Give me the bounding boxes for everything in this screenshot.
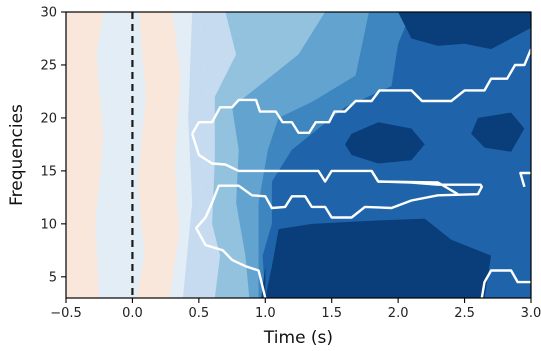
y-tick-label: 10 — [40, 217, 57, 232]
heatmap-region-level-6-2 — [345, 122, 425, 164]
y-tick-label: 20 — [40, 111, 57, 126]
y-axis-title: Frequencies — [7, 104, 27, 206]
x-tick-label: 3.0 — [521, 306, 541, 321]
heatmap-region-level-6-3 — [471, 112, 525, 152]
significance-contours — [191, 48, 531, 298]
x-axis: −0.5 0.0 0.5 1.0 1.5 2.0 2.5 3.0 — [50, 298, 541, 321]
heatmap-region-level-1-0 — [182, 12, 210, 298]
heatmap-region-level-6-1 — [398, 12, 531, 50]
x-tick-label: 0.5 — [189, 306, 210, 321]
heatmap-region-level-pos-0 — [66, 12, 104, 298]
y-tick-label: 15 — [40, 164, 57, 179]
heatmap-region-level-6-0 — [265, 218, 492, 298]
significance-contour-3 — [519, 171, 531, 188]
significance-contour-0 — [191, 48, 531, 135]
x-tick-label: 2.0 — [388, 306, 409, 321]
significance-contour-4 — [480, 269, 531, 298]
x-axis-title: Time (s) — [263, 328, 333, 348]
x-tick-label: 0.0 — [122, 306, 143, 321]
significance-contour-1 — [191, 133, 483, 298]
y-tick-label: 5 — [49, 270, 57, 285]
y-tick-label: 30 — [40, 6, 57, 21]
heatmap-region-level-pos-1 — [136, 12, 181, 298]
plot-frame — [65, 11, 532, 299]
y-axis: 5 10 15 20 25 30 — [40, 6, 66, 285]
x-tick-label: 1.5 — [321, 306, 342, 321]
significance-contour-2 — [370, 170, 459, 196]
x-tick-label: 1.0 — [255, 306, 276, 321]
x-tick-label: −0.5 — [50, 306, 82, 321]
y-tick-label: 25 — [40, 58, 57, 73]
heatmap-regions — [66, 12, 531, 298]
x-tick-label: 2.5 — [454, 306, 475, 321]
